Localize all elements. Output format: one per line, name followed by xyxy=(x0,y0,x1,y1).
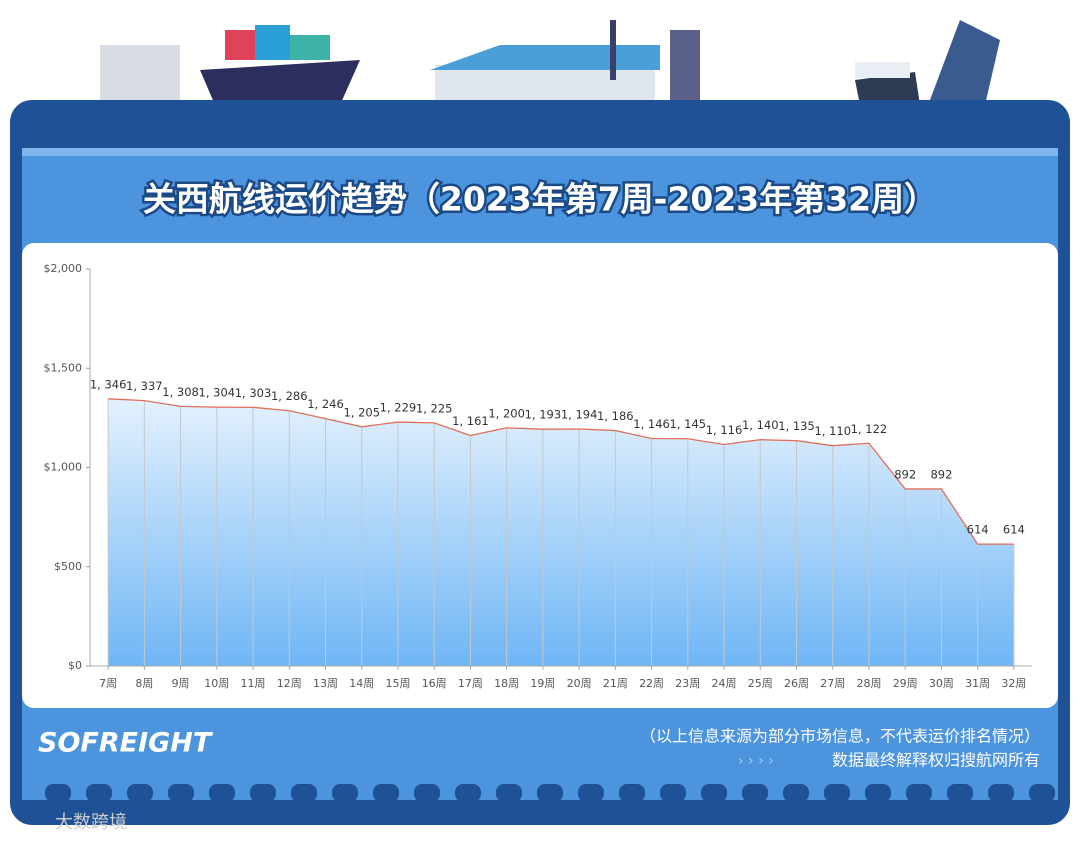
scallop xyxy=(783,784,809,802)
line xyxy=(108,398,1014,545)
value-label: 892 xyxy=(930,467,952,481)
x-tick-label: 12周 xyxy=(277,677,302,690)
scallop xyxy=(742,784,768,802)
value-label: 1, 161 xyxy=(452,414,489,428)
value-label: 1, 303 xyxy=(235,386,272,400)
value-label: 614 xyxy=(1003,523,1025,537)
y-tick-label: $500 xyxy=(54,560,82,573)
y-tick-label: $1,500 xyxy=(44,361,83,374)
value-label: 1, 146 xyxy=(633,417,670,431)
value-label: 1, 194 xyxy=(561,407,598,421)
scallop xyxy=(947,784,973,802)
value-label: 1, 122 xyxy=(851,422,888,436)
scallop xyxy=(86,784,112,802)
x-tick-label: 21周 xyxy=(603,677,628,690)
x-tick-label: 15周 xyxy=(385,677,410,690)
x-tick-label: 16周 xyxy=(422,677,447,690)
value-label: 1, 304 xyxy=(199,386,236,400)
scallop xyxy=(250,784,276,802)
x-tick-label: 25周 xyxy=(748,677,773,690)
y-tick-label: $0 xyxy=(68,659,82,672)
scallop xyxy=(414,784,440,802)
value-label: 1, 246 xyxy=(307,397,344,411)
value-label: 1, 110 xyxy=(814,424,851,438)
x-tick-label: 24周 xyxy=(712,677,737,690)
scallop xyxy=(455,784,481,802)
scallops xyxy=(45,784,1055,802)
area-fill xyxy=(108,398,1014,666)
value-label: 1, 186 xyxy=(597,409,634,423)
arrow-decoration: › › › › xyxy=(738,753,774,769)
x-tick-label: 11周 xyxy=(241,677,266,690)
value-label: 1, 205 xyxy=(343,405,380,419)
watermark: 大数跨境 xyxy=(55,812,127,833)
value-label: 1, 145 xyxy=(670,417,707,431)
value-label: 1, 337 xyxy=(126,379,163,393)
x-tick-label: 19周 xyxy=(530,677,555,690)
value-label: 1, 193 xyxy=(525,408,562,422)
scallop xyxy=(496,784,522,802)
value-label: 1, 200 xyxy=(488,406,525,420)
x-tick-label: 13周 xyxy=(313,677,338,690)
x-tick-label: 18周 xyxy=(494,677,519,690)
value-label: 1, 225 xyxy=(416,401,453,415)
scallop xyxy=(1029,784,1055,802)
x-tick-label: 22周 xyxy=(639,677,664,690)
x-tick-label: 32周 xyxy=(1001,677,1026,690)
value-label: 1, 346 xyxy=(90,377,127,391)
y-tick-label: $1,000 xyxy=(44,461,83,474)
value-label: 1, 116 xyxy=(706,423,743,437)
x-tick-label: 17周 xyxy=(458,677,483,690)
panel-band xyxy=(22,148,1058,156)
scallop xyxy=(619,784,645,802)
scallop xyxy=(209,784,235,802)
x-tick-label: 26周 xyxy=(784,677,809,690)
scallop xyxy=(168,784,194,802)
x-tick-label: 10周 xyxy=(204,677,229,690)
value-label: 614 xyxy=(967,523,989,537)
scallop xyxy=(701,784,727,802)
x-tick-label: 8周 xyxy=(135,677,153,690)
value-label: 1, 229 xyxy=(380,401,417,415)
chart-title: 关西航线运价趋势（2023年第7周-2023年第32周） xyxy=(143,180,937,219)
decoration xyxy=(100,20,1000,105)
scallop xyxy=(865,784,891,802)
brand-logo: SOFREIGHT xyxy=(38,728,214,759)
value-label: 892 xyxy=(894,467,916,481)
scallop xyxy=(373,784,399,802)
y-tick-label: $2,000 xyxy=(44,262,83,275)
x-tick-label: 9周 xyxy=(172,677,190,690)
source-note: （以上信息来源为部分市场信息，不代表运价排名情况） xyxy=(640,727,1040,746)
scallop xyxy=(127,784,153,802)
scallop xyxy=(988,784,1014,802)
scallop xyxy=(906,784,932,802)
x-tick-label: 28周 xyxy=(856,677,881,690)
scallop xyxy=(537,784,563,802)
scallop xyxy=(291,784,317,802)
x-tick-label: 27周 xyxy=(820,677,845,690)
x-tick-label: 23周 xyxy=(675,677,700,690)
scallop xyxy=(578,784,604,802)
x-tick-label: 20周 xyxy=(567,677,592,690)
scallop xyxy=(45,784,71,802)
x-tick-label: 29周 xyxy=(893,677,918,690)
scallop xyxy=(660,784,686,802)
scallop xyxy=(824,784,850,802)
value-label: 1, 286 xyxy=(271,389,308,403)
x-tick-label: 14周 xyxy=(349,677,374,690)
x-tick-label: 31周 xyxy=(965,677,990,690)
scallop xyxy=(332,784,358,802)
x-tick-label: 30周 xyxy=(929,677,954,690)
value-label: 1, 308 xyxy=(162,385,199,399)
value-label: 1, 135 xyxy=(778,419,815,433)
value-label: 1, 140 xyxy=(742,418,779,432)
x-tick-label: 7周 xyxy=(99,677,117,690)
copyright-note: 数据最终解释权归搜航网所有 xyxy=(832,751,1040,770)
